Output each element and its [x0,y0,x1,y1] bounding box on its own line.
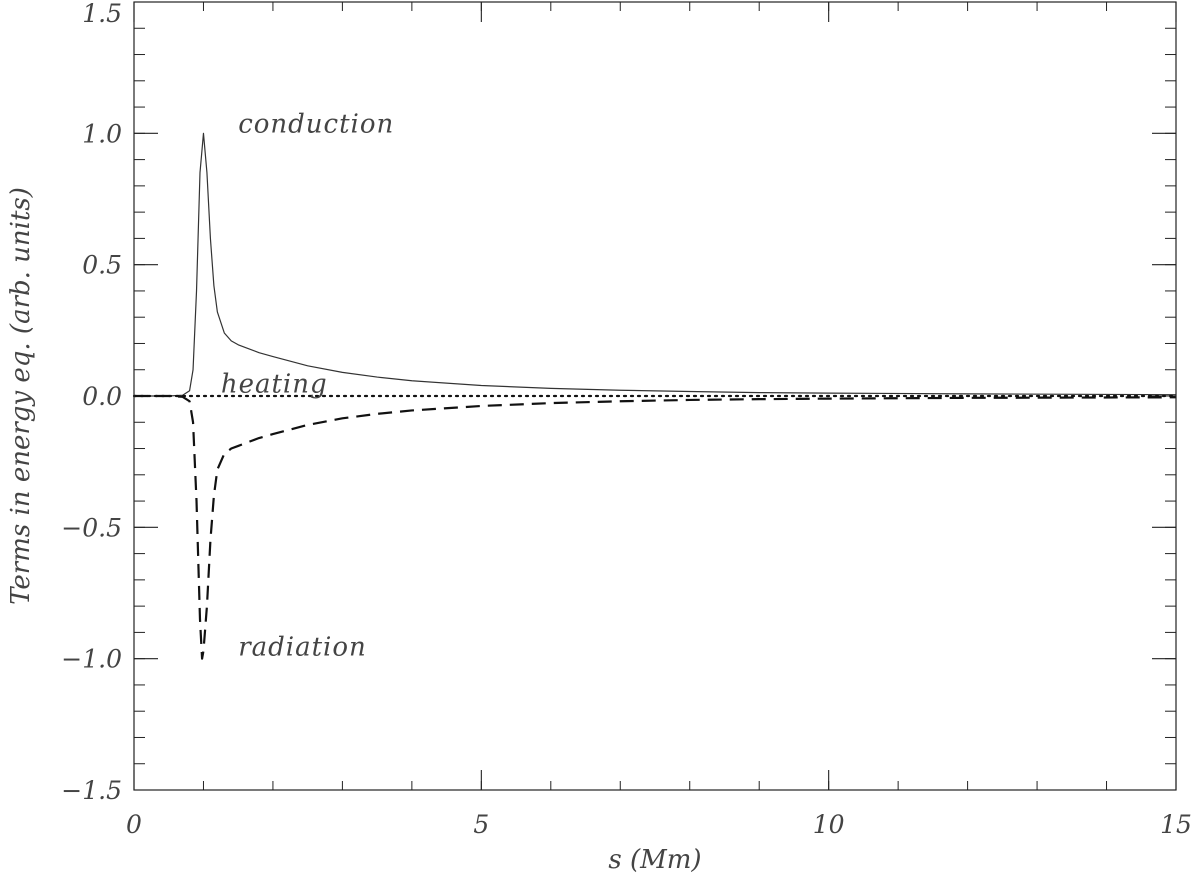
x-tick-labels: 0 5 10 15 [126,810,1192,839]
annotation-heating: heating [221,370,328,400]
plot-frame [133,1,1177,791]
series-layer [132,132,1178,660]
x-tick-label: 15 [1160,810,1192,839]
y-tick-labels: −1.5 −1.0 −0.5 0.0 0.5 1.0 1.5 [61,0,122,805]
annotation-conduction: conduction [238,110,394,140]
x-tick-label: 5 [473,810,489,839]
annotations: conduction heating radiation [221,110,394,663]
y-tick-label: −1.0 [61,645,122,674]
series-radiation-line [134,394,1177,660]
series-conduction-line [134,132,1177,397]
y-tick-label: 0.5 [82,251,122,280]
annotation-radiation: radiation [238,632,367,662]
x-axis-label: s (Mm) [608,845,701,875]
y-tick-label: 0.0 [82,382,122,411]
y-tick-label: 1.5 [82,0,122,28]
x-tick-label: 0 [126,810,142,839]
y-tick-label: −0.5 [61,513,122,542]
y-tick-label: 1.0 [82,119,122,148]
y-axis-label: Terms in energy eq. (arb. units) [6,187,36,605]
y-tick-label: −1.5 [61,776,122,805]
x-tick-label: 10 [813,810,845,839]
